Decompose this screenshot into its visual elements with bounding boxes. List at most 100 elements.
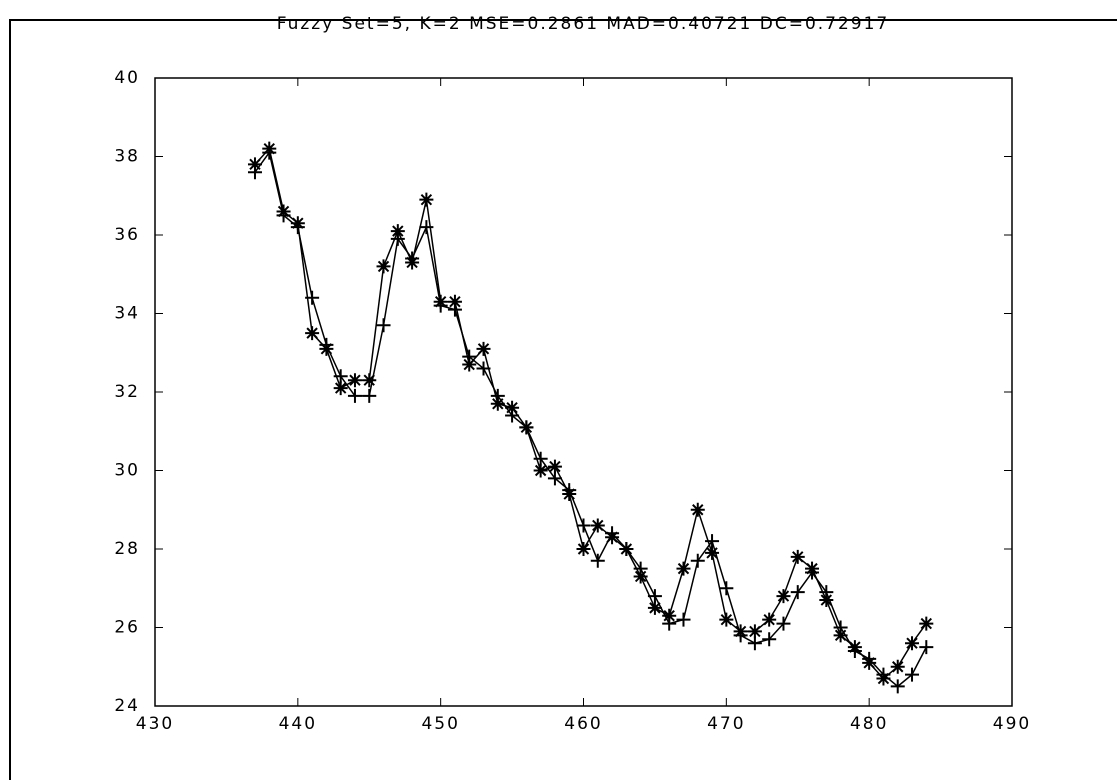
marker (676, 561, 691, 576)
marker (490, 388, 505, 403)
marker (662, 616, 677, 631)
marker (647, 589, 662, 604)
marker (919, 640, 934, 655)
y-tick-label: 26 (114, 618, 140, 638)
marker (362, 373, 377, 388)
marker (633, 561, 648, 576)
marker (776, 589, 791, 604)
marker (605, 526, 620, 541)
marker (533, 463, 548, 478)
marker (776, 616, 791, 631)
marker (705, 545, 720, 560)
y-tick-label: 34 (114, 304, 140, 324)
marker (805, 565, 820, 580)
marker (462, 349, 477, 364)
marker (276, 208, 291, 223)
marker (562, 483, 577, 498)
marker (790, 585, 805, 600)
marker (647, 600, 662, 615)
marker (333, 381, 348, 396)
x-tick-label: 490 (993, 714, 1031, 734)
marker (719, 581, 734, 596)
marker (890, 659, 905, 674)
marker (576, 518, 591, 533)
marker (462, 357, 477, 372)
x-tick-label: 450 (421, 714, 459, 734)
marker (919, 616, 934, 631)
marker (533, 451, 548, 466)
marker (376, 318, 391, 333)
marker (305, 290, 320, 305)
marker (619, 542, 634, 556)
marker (390, 224, 405, 239)
chart-title: Fuzzy Set=5, K=2 MSE=0.2861 MAD=0.40721 … (277, 14, 890, 34)
marker (447, 294, 462, 309)
marker (262, 145, 277, 160)
marker (305, 326, 320, 341)
marker (719, 612, 734, 627)
marker (862, 651, 877, 666)
marker (747, 636, 762, 651)
x-tick-label: 460 (564, 714, 602, 734)
marker (505, 408, 520, 423)
marker (733, 628, 748, 643)
marker (847, 644, 862, 659)
y-tick-label: 40 (114, 68, 140, 88)
marker (876, 667, 891, 682)
marker (290, 220, 305, 235)
marker (676, 612, 691, 627)
x-tick-label: 470 (707, 714, 745, 734)
marker (819, 593, 834, 608)
marker (576, 542, 591, 556)
marker (590, 518, 605, 533)
marker (819, 585, 834, 600)
marker (362, 388, 377, 403)
x-tick-label: 480 (850, 714, 888, 734)
marker (519, 420, 534, 435)
marker (833, 628, 848, 643)
marker (762, 632, 777, 647)
y-tick-label: 28 (114, 539, 140, 559)
x-tick-label: 430 (136, 714, 174, 734)
marker (662, 608, 677, 623)
marker (347, 388, 362, 403)
marker (247, 157, 262, 172)
marker (433, 298, 448, 313)
marker (505, 400, 520, 415)
marker (833, 620, 848, 635)
marker (405, 251, 420, 266)
marker (705, 534, 720, 549)
marker (905, 636, 920, 651)
marker (319, 337, 334, 352)
marker (890, 679, 905, 694)
frame (9, 19, 1117, 784)
marker (905, 667, 920, 682)
marker (690, 502, 705, 517)
marker (333, 369, 348, 384)
marker (790, 549, 805, 564)
marker (762, 612, 777, 627)
y-tick-label: 30 (114, 461, 140, 481)
y-tick-label: 32 (114, 382, 140, 402)
plot-area (154, 77, 1013, 707)
marker (547, 471, 562, 486)
marker (547, 459, 562, 474)
marker (476, 361, 491, 376)
marker (247, 165, 262, 180)
marker (590, 553, 605, 568)
y-tick-label: 24 (114, 696, 140, 716)
marker (376, 259, 391, 274)
y-tick-label: 36 (114, 225, 140, 245)
marker (633, 569, 648, 584)
marker (447, 302, 462, 317)
marker (390, 231, 405, 246)
marker (419, 220, 434, 235)
x-tick-label: 440 (279, 714, 317, 734)
marker (419, 192, 434, 207)
marker (476, 341, 491, 356)
marker (347, 373, 362, 388)
y-tick-label: 38 (114, 147, 140, 167)
marker (690, 553, 705, 568)
